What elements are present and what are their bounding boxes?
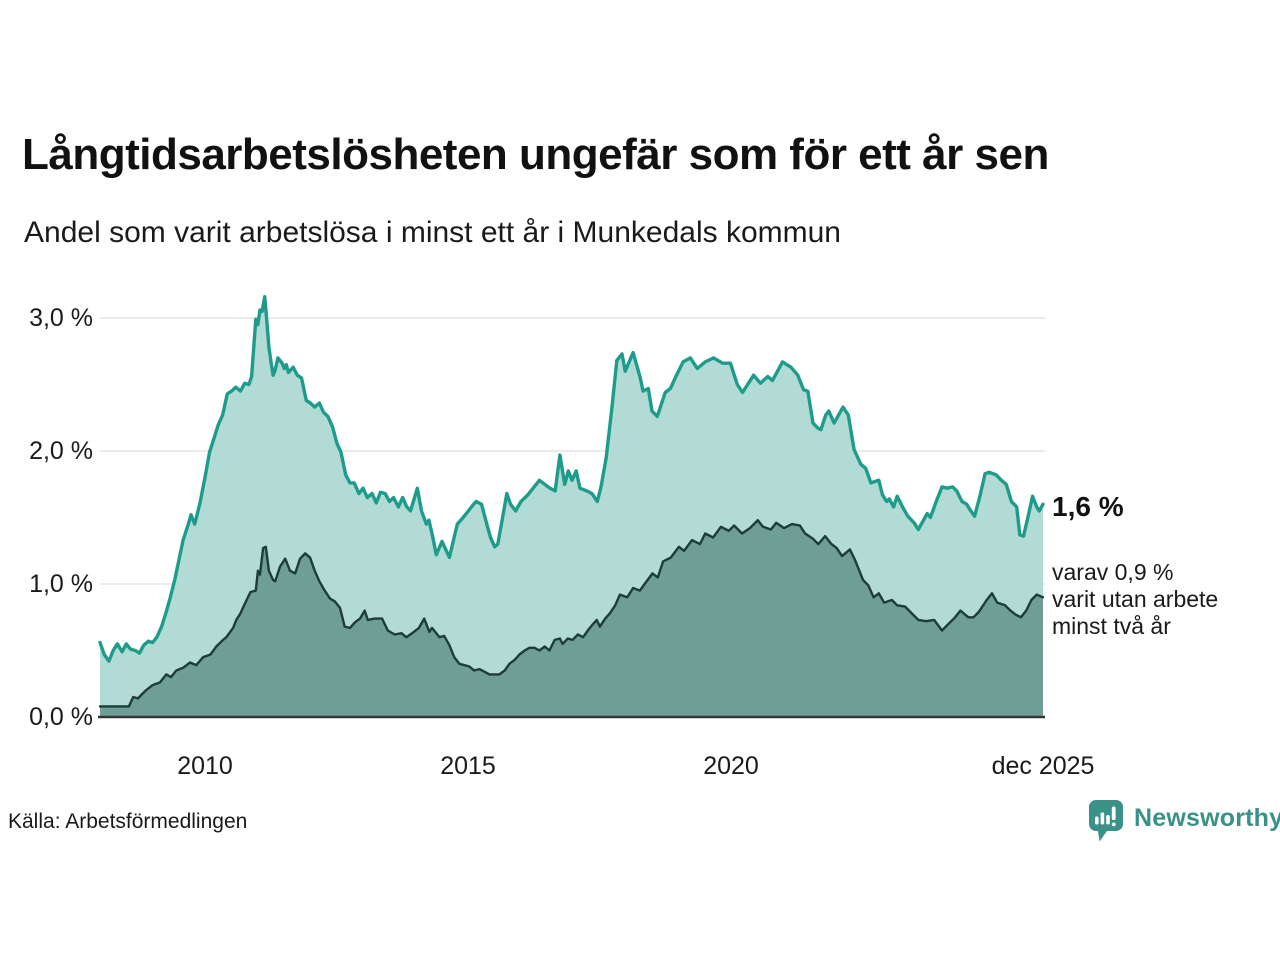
y-tick-label: 1,0 % (29, 570, 93, 598)
area-line-minst-ett-ar (98, 295, 1045, 663)
area-fill-minst-tva-ar (100, 520, 1043, 717)
end-note-line-2: varit utan arbete (1052, 586, 1219, 612)
end-note-label: varav 0,9 % varit utan arbete minst två … (1052, 559, 1218, 640)
x-tick-label: 2010 (177, 752, 233, 780)
source-caption: Källa: Arbetsförmedlingen (8, 810, 248, 833)
page-subtitle: Andel som varit arbetslösa i minst ett å… (24, 216, 841, 249)
x-tick-label: 2015 (440, 752, 496, 780)
area-line-minst-tva-ar (98, 519, 1045, 708)
y-tick-label: 3,0 % (29, 304, 93, 332)
end-value-label: 1,6 % (1052, 491, 1124, 522)
end-note-line-3: minst två år (1052, 613, 1171, 639)
y-tick-label: 2,0 % (29, 437, 93, 465)
brand-name: Newsworthy (1134, 804, 1280, 832)
x-tick-label: dec 2025 (991, 752, 1095, 780)
page-title: Långtidsarbetslösheten ungefär som för e… (22, 130, 1049, 179)
end-note-line-1: varav 0,9 % (1052, 559, 1174, 585)
bar-chart-pin-icon (1089, 800, 1123, 842)
newsworthy-logo: Newsworthy (1088, 799, 1280, 843)
y-tick-label: 0,0 % (29, 703, 93, 731)
x-tick-label: 2020 (703, 752, 759, 780)
